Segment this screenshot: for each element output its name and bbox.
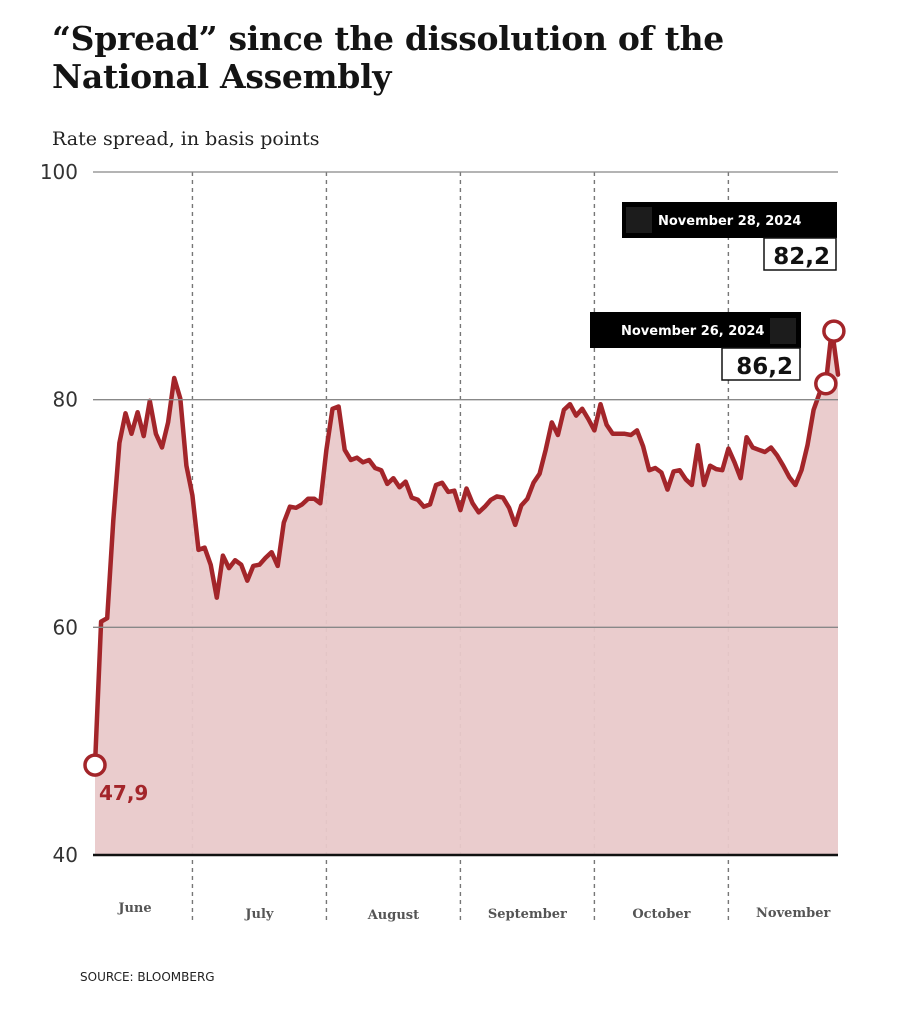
axis-layer: 100 80 60 40 June July August September October N… [40,160,838,923]
peak-marker [814,371,838,396]
x-tick-label: November [756,906,830,921]
area-layer [95,329,838,856]
line-layer [92,326,841,768]
y-tick-label: 100 [40,160,78,184]
chart-title: “Spread” since the dissolution of the Na… [52,19,725,96]
chart-subtitle: Rate spread, in basis points [52,128,320,150]
series-area [95,329,838,856]
callout-date-box [622,202,837,238]
x-tick-label: August [367,908,419,923]
callout-value-label: 82,2 [773,244,830,270]
source-note: SOURCE: BLOOMBERG [80,970,215,984]
annotation-layer: 47,9 November 28, 2024 82,2 November 26, 20… [83,202,846,805]
y-tick-label: 40 [53,843,78,867]
x-tick-label: June [117,901,151,916]
callout-value-box [763,237,837,271]
callout-date-label: November 26, 2024 [621,324,764,339]
y-tick-label: 60 [53,615,78,639]
callout-date-label: November 28, 2024 [658,214,801,229]
y-tick-label: 80 [53,388,78,412]
callout-marker-square [770,318,796,344]
x-tick-label: October [632,907,690,922]
start-value-label: 47,9 [99,781,148,805]
callout-value-label: 86,2 [736,354,793,380]
series-line [92,326,841,768]
end-marker [822,319,846,343]
x-tick-label: September [488,907,567,922]
callout-value-box [721,347,801,381]
callout-marker-square [626,207,652,233]
callout-date-box [590,312,801,348]
start-marker [83,753,107,777]
x-tick-label: July [244,907,274,922]
